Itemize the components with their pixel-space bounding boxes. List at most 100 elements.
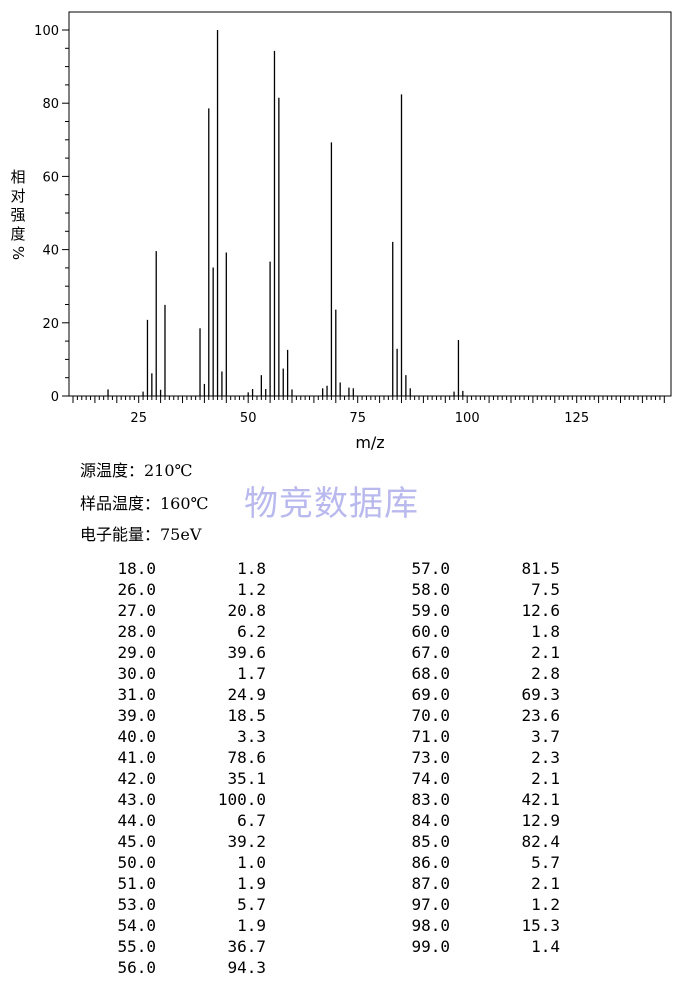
peak-row: 27.0 20.8 — [112, 600, 266, 621]
peak-abundance: 82.4 — [521, 832, 560, 851]
peak-abundance: 1.9 — [237, 874, 266, 893]
y-tick-label: 40 — [42, 244, 59, 259]
peak-row: 50.0 1.0 — [112, 852, 266, 873]
peak-abundance: 2.1 — [531, 874, 560, 893]
peak-mz: 39.0 — [117, 706, 156, 725]
peak-mz: 30.0 — [117, 664, 156, 683]
peak-row: 53.0 5.7 — [112, 894, 266, 915]
peak-mz: 45.0 — [117, 832, 156, 851]
peak-row: 44.0 6.7 — [112, 810, 266, 831]
peak-mz: 60.0 — [411, 622, 450, 641]
peak-row: 30.0 1.7 — [112, 663, 266, 684]
peak-mz: 53.0 — [117, 895, 156, 914]
peak-row: 43.0 100.0 — [112, 789, 266, 810]
peak-mz: 42.0 — [117, 769, 156, 788]
y-tick-label: 100 — [34, 24, 59, 39]
peak-abundance: 5.7 — [237, 895, 266, 914]
peak-row: 31.0 24.9 — [112, 684, 266, 705]
sample-temperature: 样品温度：160℃ — [80, 494, 209, 513]
peak-mz: 50.0 — [117, 853, 156, 872]
peak-abundance: 6.7 — [237, 811, 266, 830]
peak-row: 98.0 15.3 — [406, 915, 560, 936]
peak-abundance: 18.5 — [227, 706, 266, 725]
peak-row: 97.0 1.2 — [406, 894, 560, 915]
peak-row: 39.0 18.5 — [112, 705, 266, 726]
peak-abundance: 1.0 — [237, 853, 266, 872]
peak-mz: 58.0 — [411, 580, 450, 599]
peak-row: 60.0 1.8 — [406, 621, 560, 642]
peak-row: 73.0 2.3 — [406, 747, 560, 768]
x-tick-label: 100 — [455, 411, 480, 426]
peak-abundance: 7.5 — [531, 580, 560, 599]
peak-mz: 55.0 — [117, 937, 156, 956]
peak-mz: 70.0 — [411, 706, 450, 725]
peak-row: 26.0 1.2 — [112, 579, 266, 600]
peak-abundance: 23.6 — [521, 706, 560, 725]
peak-row: 71.0 3.7 — [406, 726, 560, 747]
peak-abundance: 42.1 — [521, 790, 560, 809]
peak-mz: 71.0 — [411, 727, 450, 746]
peak-table-left: 18.0 1.8 26.0 1.2 27.0 20.8 28.0 6.2 29.0 39.6 30.… — [112, 558, 266, 978]
plot-frame — [68, 11, 672, 397]
y-tick-label: 60 — [42, 170, 59, 185]
peak-abundance: 1.7 — [237, 664, 266, 683]
peak-mz: 59.0 — [411, 601, 450, 620]
peak-mz: 40.0 — [117, 727, 156, 746]
peak-row: 56.0 94.3 — [112, 957, 266, 978]
peak-mz: 41.0 — [117, 748, 156, 767]
peak-abundance: 1.9 — [237, 916, 266, 935]
peak-mz: 73.0 — [411, 748, 450, 767]
peak-abundance: 3.3 — [237, 727, 266, 746]
peak-row: 70.0 23.6 — [406, 705, 560, 726]
peak-row: 45.0 39.2 — [112, 831, 266, 852]
x-tick-label: 50 — [240, 411, 257, 426]
peak-mz: 99.0 — [411, 937, 450, 956]
y-axis-label-char: 度 — [10, 225, 25, 243]
peak-row: 59.0 12.6 — [406, 600, 560, 621]
peak-mz: 86.0 — [411, 853, 450, 872]
peak-row: 58.0 7.5 — [406, 579, 560, 600]
peak-row: 68.0 2.8 — [406, 663, 560, 684]
peak-row: 85.0 82.4 — [406, 831, 560, 852]
peak-abundance: 100.0 — [217, 790, 266, 809]
y-axis-label-char: 相 — [10, 168, 25, 186]
peak-abundance: 15.3 — [521, 916, 560, 935]
peak-abundance: 1.2 — [237, 580, 266, 599]
peak-row: 74.0 2.1 — [406, 768, 560, 789]
peak-row: 42.0 35.1 — [112, 768, 266, 789]
peak-mz: 26.0 — [117, 580, 156, 599]
electron-energy: 电子能量：75eV — [80, 525, 202, 544]
peak-mz: 56.0 — [117, 958, 156, 977]
peak-mz: 43.0 — [117, 790, 156, 809]
peak-abundance: 81.5 — [521, 559, 560, 578]
y-axis-label-char: 对 — [10, 187, 25, 205]
peak-row: 51.0 1.9 — [112, 873, 266, 894]
peak-mz: 84.0 — [411, 811, 450, 830]
y-axis-label-char: 强 — [10, 206, 25, 224]
peak-abundance: 1.4 — [531, 937, 560, 956]
peak-mz: 57.0 — [411, 559, 450, 578]
peak-mz: 74.0 — [411, 769, 450, 788]
peak-row: 54.0 1.9 — [112, 915, 266, 936]
peak-abundance: 12.6 — [521, 601, 560, 620]
peak-mz: 97.0 — [411, 895, 450, 914]
peak-mz: 28.0 — [117, 622, 156, 641]
peak-abundance: 1.2 — [531, 895, 560, 914]
x-tick-label: 125 — [564, 411, 589, 426]
peak-abundance: 12.9 — [521, 811, 560, 830]
peak-mz: 31.0 — [117, 685, 156, 704]
peak-row: 28.0 6.2 — [112, 621, 266, 642]
peak-row: 86.0 5.7 — [406, 852, 560, 873]
peak-abundance: 39.6 — [227, 643, 266, 662]
peak-abundance: 2.8 — [531, 664, 560, 683]
peak-abundance: 3.7 — [531, 727, 560, 746]
peak-abundance: 2.1 — [531, 769, 560, 788]
source-temperature: 源温度：210℃ — [80, 461, 193, 480]
peak-mz: 27.0 — [117, 601, 156, 620]
peak-mz: 87.0 — [411, 874, 450, 893]
peak-mz: 67.0 — [411, 643, 450, 662]
peak-mz: 83.0 — [411, 790, 450, 809]
peak-row: 83.0 42.1 — [406, 789, 560, 810]
peak-table-right: 57.0 81.5 58.0 7.5 59.0 12.6 60.0 1.8 67.0 2.1 68.… — [406, 558, 560, 957]
